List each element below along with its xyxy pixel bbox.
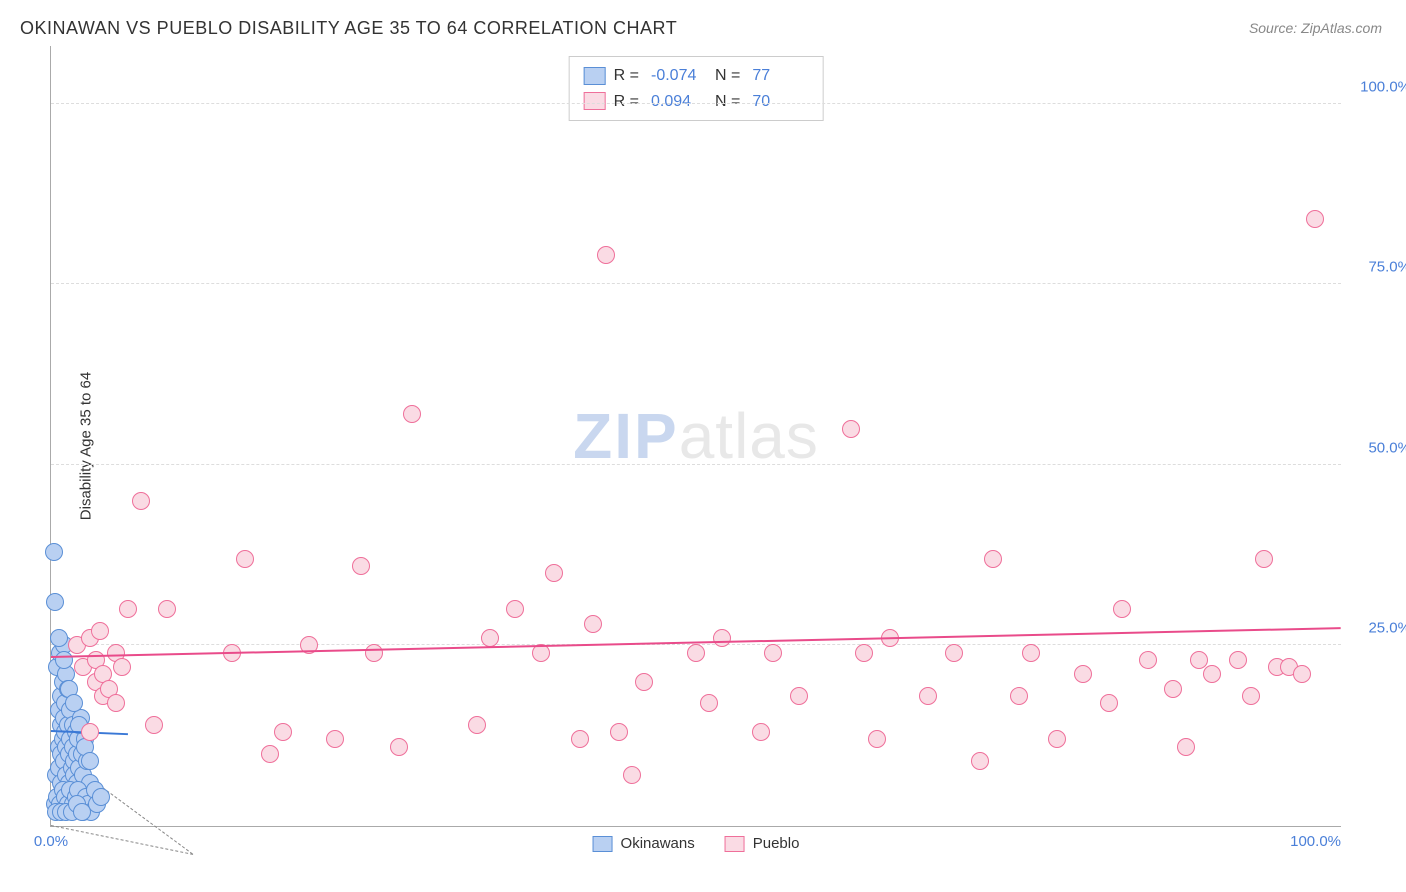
- data-point: [597, 246, 615, 264]
- data-point: [1242, 687, 1260, 705]
- legend-swatch: [584, 92, 606, 110]
- scatter-chart: ZIPatlas R =-0.074N =77R =0.094N =70 Oki…: [50, 46, 1341, 827]
- data-point: [50, 629, 68, 647]
- data-point: [571, 730, 589, 748]
- legend-r-label: R =: [614, 89, 639, 115]
- legend-r-value: 0.094: [651, 89, 707, 115]
- gridline: [51, 103, 1341, 104]
- x-tick-label: 0.0%: [34, 833, 68, 850]
- data-point: [390, 738, 408, 756]
- legend-row: R = -0.074 N = 77: [584, 63, 809, 89]
- legend-n-value: 70: [752, 89, 808, 115]
- data-point: [855, 644, 873, 662]
- data-point: [365, 644, 383, 662]
- data-point: [65, 694, 83, 712]
- data-point: [119, 600, 137, 618]
- data-point: [984, 550, 1002, 568]
- legend-series-name: Pueblo: [753, 835, 800, 852]
- correlation-legend: R = -0.074 N = 77 R = 0.094 N = 70: [569, 56, 824, 121]
- data-point: [623, 766, 641, 784]
- data-point: [46, 593, 64, 611]
- data-point: [545, 564, 563, 582]
- data-point: [713, 629, 731, 647]
- data-point: [403, 405, 421, 423]
- data-point: [1164, 680, 1182, 698]
- data-point: [1010, 687, 1028, 705]
- x-tick-label: 100.0%: [1290, 833, 1341, 850]
- data-point: [687, 644, 705, 662]
- data-point: [481, 629, 499, 647]
- legend-row: R = 0.094 N = 70: [584, 89, 809, 115]
- legend-r-label: R =: [614, 63, 639, 89]
- data-point: [55, 651, 73, 669]
- legend-r-value: -0.074: [651, 63, 707, 89]
- data-point: [236, 550, 254, 568]
- legend-n-value: 77: [752, 63, 808, 89]
- data-point: [752, 723, 770, 741]
- data-point: [92, 788, 110, 806]
- data-point: [1255, 550, 1273, 568]
- data-point: [868, 730, 886, 748]
- data-point: [91, 622, 109, 640]
- data-point: [1306, 210, 1324, 228]
- data-point: [113, 658, 131, 676]
- legend-swatch: [584, 67, 606, 85]
- data-point: [107, 694, 125, 712]
- data-point: [326, 730, 344, 748]
- data-point: [1229, 651, 1247, 669]
- data-point: [468, 716, 486, 734]
- y-tick-label: 75.0%: [1351, 259, 1406, 276]
- data-point: [700, 694, 718, 712]
- data-point: [1113, 600, 1131, 618]
- y-tick-label: 50.0%: [1351, 439, 1406, 456]
- data-point: [945, 644, 963, 662]
- data-point: [132, 492, 150, 510]
- legend-swatch: [593, 836, 613, 852]
- data-point: [1293, 665, 1311, 683]
- data-point: [1048, 730, 1066, 748]
- data-point: [352, 557, 370, 575]
- data-point: [1203, 665, 1221, 683]
- gridline: [51, 283, 1341, 284]
- series-legend: Okinawans Pueblo: [593, 835, 800, 852]
- data-point: [81, 752, 99, 770]
- y-tick-label: 100.0%: [1351, 78, 1406, 95]
- legend-n-label: N =: [715, 63, 740, 89]
- data-point: [158, 600, 176, 618]
- data-point: [584, 615, 602, 633]
- data-point: [261, 745, 279, 763]
- y-tick-label: 25.0%: [1351, 620, 1406, 637]
- data-point: [1022, 644, 1040, 662]
- data-point: [919, 687, 937, 705]
- data-point: [971, 752, 989, 770]
- legend-item: Okinawans: [593, 835, 695, 852]
- legend-swatch: [725, 836, 745, 852]
- data-point: [274, 723, 292, 741]
- legend-series-name: Okinawans: [621, 835, 695, 852]
- data-point: [81, 723, 99, 741]
- data-point: [506, 600, 524, 618]
- data-point: [635, 673, 653, 691]
- source-label: Source: ZipAtlas.com: [1249, 20, 1382, 36]
- zoom-guide-line: [51, 825, 193, 855]
- legend-n-label: N =: [715, 89, 740, 115]
- data-point: [790, 687, 808, 705]
- data-point: [1100, 694, 1118, 712]
- data-point: [145, 716, 163, 734]
- legend-item: Pueblo: [725, 835, 800, 852]
- data-point: [1177, 738, 1195, 756]
- data-point: [1190, 651, 1208, 669]
- chart-title: OKINAWAN VS PUEBLO DISABILITY AGE 35 TO …: [20, 18, 677, 39]
- data-point: [764, 644, 782, 662]
- data-point: [842, 420, 860, 438]
- data-point: [1139, 651, 1157, 669]
- data-point: [610, 723, 628, 741]
- data-point: [45, 543, 63, 561]
- watermark: ZIPatlas: [573, 399, 819, 473]
- data-point: [73, 803, 91, 821]
- data-point: [1074, 665, 1092, 683]
- gridline: [51, 464, 1341, 465]
